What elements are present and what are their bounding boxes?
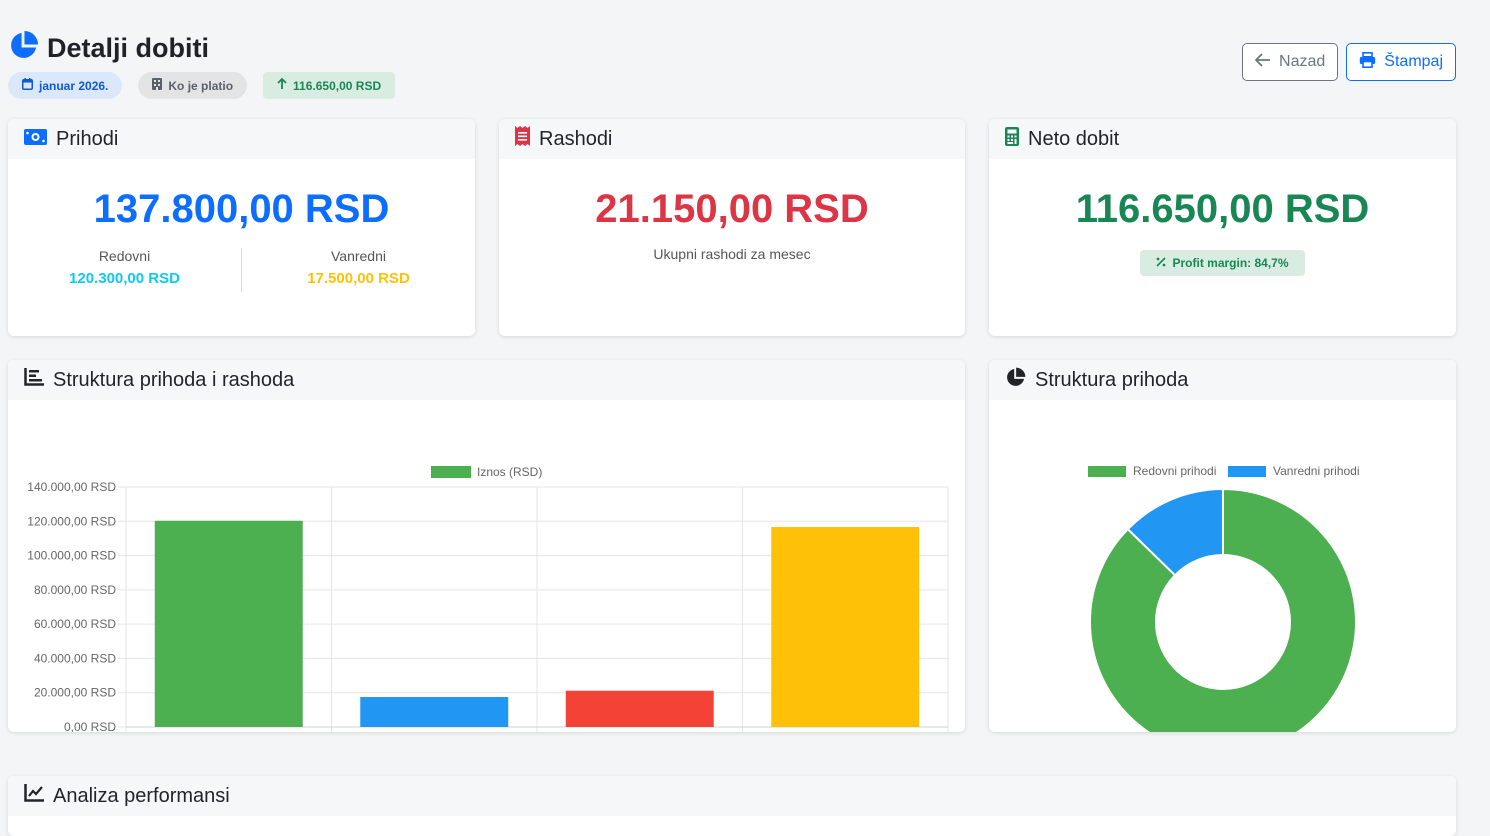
line-chart-icon [24, 784, 44, 808]
y-tick-label: 100.000,00 RSD [27, 549, 116, 563]
doughnut-chart: Redovni prihodi Vanredni prihodi [1088, 464, 1360, 732]
extra-income: Vanredni 17.500,00 RSD [307, 248, 410, 287]
legend-label: Redovni prihodi [1133, 464, 1216, 478]
calendar-icon [22, 78, 33, 93]
legend-label: Vanredni prihodi [1273, 464, 1360, 478]
expenses-total: 21.150,00 RSD [595, 187, 869, 231]
y-tick-label: 140.000,00 RSD [27, 480, 116, 494]
payer-badge: Ko je platio [138, 72, 248, 99]
legend-label: Iznos (RSD) [477, 465, 542, 479]
pie-chart-icon [1005, 367, 1026, 394]
income-total: 137.800,00 RSD [93, 187, 390, 231]
pie-chart-card: Struktura prihoda Redovni prihodi Vanredn… [989, 360, 1456, 732]
regular-income: Redovni 120.300,00 RSD [69, 248, 180, 287]
arrow-left-icon [1254, 52, 1271, 72]
divider [241, 248, 242, 292]
expenses-card-header: Rashodi [499, 119, 965, 159]
y-tick-label: 0,00 RSD [64, 720, 116, 732]
bar-chart-card-header: Struktura prihoda i rashoda [8, 360, 965, 400]
slice-2 [1126, 487, 1224, 577]
y-tick-label: 60.000,00 RSD [34, 617, 116, 631]
net-profit-card: Neto dobit 116.650,00 RSD Profit margin:… [989, 119, 1456, 336]
bar-chart: Iznos (RSD) 0,00 RSD 20.000,00 RSD 40.000,0… [27, 465, 949, 732]
page-header: Detalji dobiti januar 2026. Ko je platio… [8, 30, 1458, 100]
y-tick-label: 20.000,00 RSD [34, 686, 116, 700]
money-bill-icon [24, 128, 47, 151]
y-tick-label: 80.000,00 RSD [34, 583, 116, 597]
y-tick-label: 40.000,00 RSD [34, 651, 116, 665]
net-profit-card-header: Neto dobit [989, 119, 1456, 159]
bar-4 [771, 527, 920, 727]
receipt-icon [515, 126, 530, 152]
y-tick-label: 120.000,00 RSD [27, 514, 116, 528]
analysis-card: Analiza performansi [8, 776, 1456, 836]
expenses-card: Rashodi 21.150,00 RSD Ukupni rashodi za … [499, 119, 965, 336]
profit-margin-badge: Profit margin: 84,7% [1140, 250, 1305, 276]
back-button[interactable]: Nazad [1242, 43, 1339, 81]
income-card: Prihodi 137.800,00 RSD Redovni 120.300,0… [8, 119, 475, 336]
expenses-subtitle: Ukupni rashodi za mesec [653, 246, 811, 262]
analysis-card-header: Analiza performansi [8, 776, 1456, 816]
percent-icon [1156, 256, 1167, 270]
bar-2 [360, 697, 509, 727]
legend-swatch [1228, 466, 1266, 477]
building-icon [152, 78, 163, 93]
net-amount-badge: 116.650,00 RSD [263, 72, 396, 99]
slice-1 [1089, 487, 1357, 732]
bar-1 [154, 520, 303, 727]
bar-chart-card: Struktura prihoda i rashoda Iznos (RSD) 0… [8, 360, 965, 732]
page-title: Detalji dobiti [47, 32, 209, 63]
date-badge: januar 2026. [8, 72, 123, 99]
legend-swatch [1088, 466, 1126, 477]
income-card-header: Prihodi [8, 119, 475, 159]
print-button[interactable]: Štampaj [1346, 43, 1456, 81]
bar-3 [565, 690, 714, 727]
arrow-up-icon [277, 77, 287, 93]
pie-chart-card-header: Struktura prihoda [989, 360, 1456, 400]
bar-chart-icon [24, 368, 44, 392]
printer-icon [1359, 51, 1376, 73]
pie-chart-icon [8, 30, 39, 66]
calculator-icon [1005, 126, 1019, 152]
legend-swatch [431, 466, 471, 478]
net-profit-total: 116.650,00 RSD [1075, 187, 1370, 231]
